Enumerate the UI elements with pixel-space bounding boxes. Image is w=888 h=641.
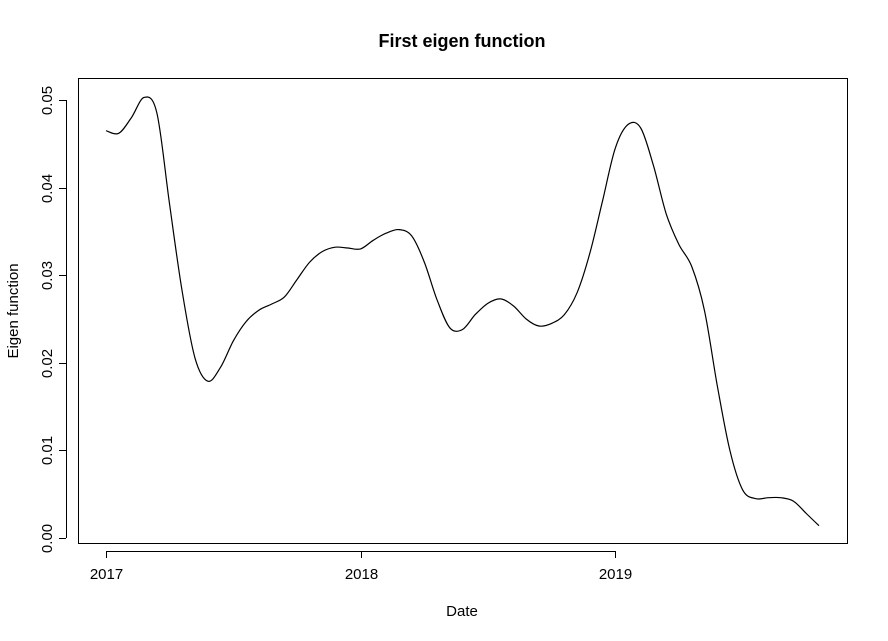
x-tick-label: 2018 bbox=[345, 566, 378, 583]
y-tick-label: 0.00 bbox=[39, 524, 56, 553]
x-tick-label: 2017 bbox=[90, 566, 123, 583]
y-axis-title: Eigen function bbox=[5, 263, 22, 358]
chart-title: First eigen function bbox=[378, 31, 545, 51]
y-tick-label: 0.01 bbox=[39, 436, 56, 465]
x-tick-label: 2019 bbox=[599, 566, 632, 583]
y-axis: 0.00 0.01 0.02 0.03 0.04 0.05 bbox=[39, 86, 67, 553]
y-tick-label: 0.02 bbox=[39, 349, 56, 378]
x-axis-title: Date bbox=[446, 603, 478, 620]
eigen-function-line bbox=[105, 96, 820, 527]
y-tick-label: 0.03 bbox=[39, 261, 56, 290]
y-tick-label: 0.05 bbox=[39, 86, 56, 115]
x-axis: 2017 2018 2019 bbox=[90, 551, 632, 583]
plot-frame bbox=[78, 78, 848, 544]
y-tick-label: 0.04 bbox=[39, 174, 56, 203]
series-layer bbox=[105, 96, 820, 527]
